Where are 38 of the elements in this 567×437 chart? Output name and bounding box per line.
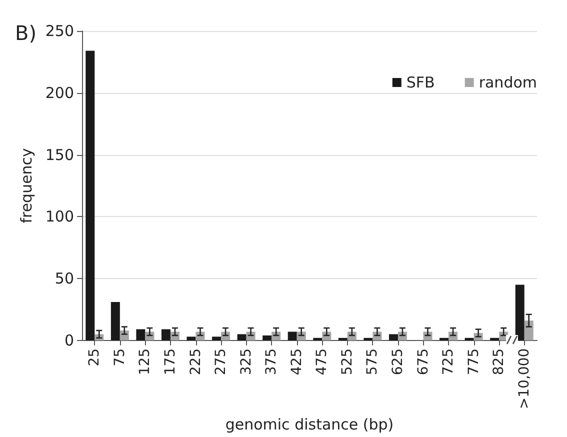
bar [364,338,373,340]
x-tick-label: 825 [491,348,508,376]
x-tick-label: 575 [364,348,381,376]
bar [524,320,534,340]
bar [464,338,474,340]
y-tick-label: 250 [45,22,74,40]
bar [440,338,449,340]
y-tick-label: 150 [45,146,74,164]
x-tick-label: 175 [162,348,178,376]
y-tick-label: 200 [45,84,74,102]
x-tick-label: 675 [415,348,432,376]
y-tick-label: 100 [45,208,74,226]
bar [212,336,222,340]
y-tick-label: 0 [64,331,74,350]
y-tick-label: 50 [54,270,74,288]
x-tick-label: 225 [188,348,204,376]
x-tick-label: 125 [137,348,154,376]
x-tick-label: >10,000 [516,348,532,410]
x-tick-label: 375 [264,348,280,376]
chart-title: B) [15,21,37,45]
legend-label: random [478,74,538,92]
x-tick-label: 425 [288,348,305,376]
bar [338,338,348,340]
bar [313,338,322,340]
x-tick-label: 275 [213,348,230,376]
x-tick-label: 25 [86,348,103,366]
x-tick-label: 325 [238,348,254,376]
x-tick-label: 525 [339,348,356,376]
y-axis-title: frequency [18,148,36,224]
x-tick-label: 475 [314,348,330,376]
bar [186,336,196,340]
x-tick-label: 775 [466,348,482,376]
legend-label: SFB [406,74,435,92]
x-tick-label: 75 [112,348,128,366]
bar [490,338,500,340]
x-tick-label: 625 [390,348,406,376]
x-tick-label: 725 [440,348,457,376]
x-axis-title: genomic distance (bp) [225,416,394,434]
